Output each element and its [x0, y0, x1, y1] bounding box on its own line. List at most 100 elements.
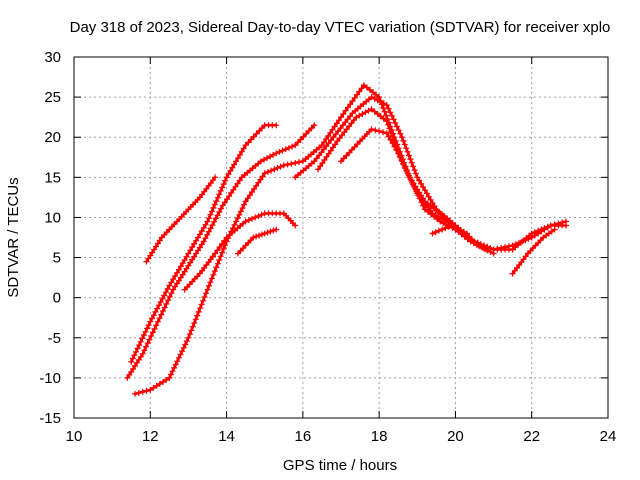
data-point-marker	[160, 308, 166, 314]
x-tick-label: 10	[66, 428, 83, 445]
data-point-marker	[261, 230, 268, 237]
data-point-marker	[342, 107, 349, 114]
data-point-marker	[162, 289, 169, 296]
data-point-marker	[292, 159, 299, 166]
data-point-marker	[454, 225, 461, 232]
data-point-marker	[212, 215, 219, 222]
data-point-marker	[282, 146, 289, 153]
data-point-marker	[132, 362, 138, 369]
data-point-marker	[327, 129, 334, 136]
data-point-marker	[236, 151, 243, 158]
data-point-marker	[267, 228, 274, 235]
data-point-marker	[410, 163, 417, 170]
data-point-marker	[158, 311, 165, 318]
data-point-marker	[331, 123, 338, 130]
data-point-marker	[211, 201, 218, 208]
data-point-marker	[144, 325, 151, 332]
data-point-marker	[400, 137, 407, 144]
data-point-marker	[380, 115, 387, 122]
data-point-marker	[233, 218, 240, 225]
data-point-marker	[300, 133, 307, 140]
data-point-marker	[259, 173, 266, 180]
series-track-2	[124, 122, 318, 381]
data-point-marker	[245, 217, 252, 224]
data-point-marker	[372, 127, 379, 134]
data-point-marker	[280, 162, 287, 169]
data-point-marker	[270, 151, 277, 158]
data-point-marker	[395, 127, 402, 134]
data-point-marker	[261, 170, 268, 177]
chart-title: Day 318 of 2023, Sidereal Day-to-day VTE…	[70, 19, 611, 36]
data-point-marker	[333, 120, 340, 127]
data-point-marker	[216, 191, 223, 198]
data-point-marker	[194, 312, 201, 319]
data-point-marker	[385, 133, 392, 140]
data-point-marker	[297, 136, 304, 143]
data-point-marker	[144, 340, 151, 347]
data-point-marker	[186, 331, 193, 338]
data-point-marker	[425, 193, 432, 200]
data-point-marker	[387, 129, 394, 136]
y-tick-label: 30	[44, 49, 61, 66]
data-point-marker	[406, 152, 412, 159]
data-point-marker	[189, 323, 196, 330]
data-point-marker	[368, 106, 375, 113]
series-track-9	[338, 126, 489, 253]
data-point-marker	[435, 227, 442, 234]
data-point-marker	[139, 350, 146, 357]
data-point-marker	[160, 378, 166, 385]
data-point-marker	[432, 229, 439, 236]
data-point-marker	[234, 215, 241, 222]
data-point-marker	[354, 141, 361, 148]
data-point-marker	[174, 269, 180, 276]
data-point-marker	[259, 125, 265, 132]
x-tick-label: 14	[218, 428, 235, 445]
series-track-6	[235, 226, 280, 257]
data-point-marker	[537, 237, 544, 244]
data-point-marker	[195, 234, 201, 241]
data-point-marker	[296, 159, 302, 166]
data-point-marker	[202, 235, 209, 242]
data-point-marker	[397, 130, 404, 137]
series-track-7	[292, 94, 569, 253]
data-point-marker	[132, 390, 138, 397]
data-point-marker	[273, 122, 280, 129]
data-point-marker	[179, 260, 186, 267]
data-point-marker	[340, 155, 347, 162]
data-point-marker	[177, 263, 184, 270]
data-point-marker	[273, 226, 280, 233]
data-point-marker	[236, 211, 243, 218]
x-tick-label: 18	[371, 428, 388, 445]
data-point-marker	[236, 177, 243, 184]
data-point-marker	[531, 229, 538, 236]
data-point-marker	[252, 214, 259, 221]
data-point-marker	[427, 196, 434, 203]
data-point-marker	[206, 282, 212, 289]
data-point-marker	[383, 102, 390, 109]
data-point-marker	[408, 159, 415, 166]
data-point-marker	[249, 189, 255, 195]
data-point-marker	[214, 260, 221, 267]
data-point-marker	[257, 176, 264, 183]
axis-ticks	[73, 56, 609, 419]
data-point-marker	[323, 153, 330, 160]
data-point-marker	[325, 150, 332, 157]
data-point-marker	[211, 218, 218, 225]
data-point-marker	[231, 221, 238, 228]
data-point-marker	[321, 157, 328, 163]
data-point-marker	[217, 253, 224, 260]
data-point-marker	[153, 322, 160, 329]
data-point-marker	[206, 215, 212, 222]
data-point-marker	[154, 318, 161, 325]
data-point-marker	[340, 111, 347, 117]
data-point-marker	[214, 212, 221, 219]
data-point-marker	[217, 187, 224, 194]
data-point-marker	[399, 134, 405, 141]
data-point-marker	[219, 184, 226, 191]
data-point-marker	[172, 273, 179, 279]
y-tick-label: -10	[39, 370, 61, 387]
data-point-marker	[386, 125, 393, 132]
data-point-marker	[349, 98, 356, 105]
data-point-marker	[168, 290, 175, 297]
